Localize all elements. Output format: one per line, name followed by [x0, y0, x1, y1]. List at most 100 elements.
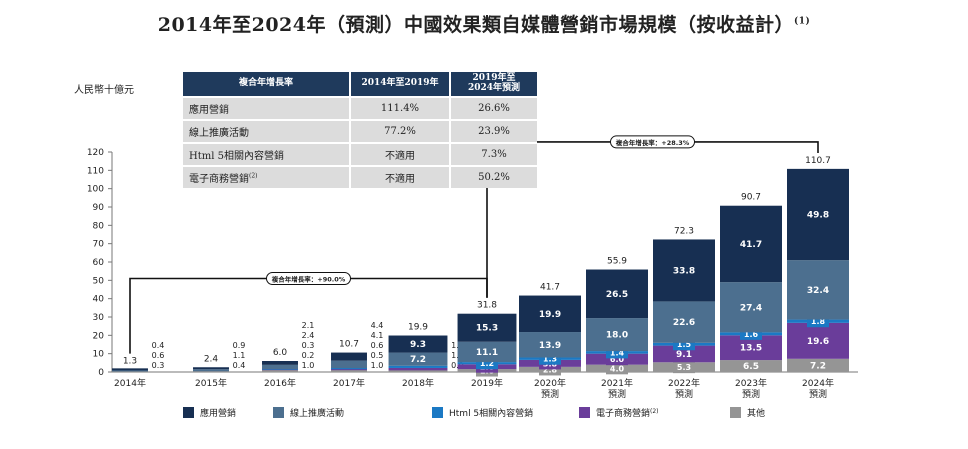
bar-total-label: 110.7 — [805, 156, 831, 166]
bar-segment — [193, 367, 229, 370]
cagr-header-metric: 複合年增長率 — [183, 72, 350, 97]
x-tick-label: 2021年 — [601, 377, 633, 389]
x-tick-label: 2014年 — [114, 377, 146, 389]
cagr-row-label: Html 5相關內容營銷 — [183, 142, 350, 166]
cagr-row-online-campaign: 線上推廣活動 77.2% 23.9% — [183, 119, 537, 143]
bar-segment — [586, 269, 648, 319]
cagr-row-footnote: (2) — [249, 172, 258, 180]
cagr-table-header-row: 複合年增長率 2014年至2019年 2019年至 2024年預測 — [183, 72, 537, 97]
bar-value-label: 1.6 — [744, 330, 759, 339]
bar-value-label: 1.2 — [480, 359, 494, 368]
bar-value-label: 13.9 — [539, 341, 561, 351]
legend-label: 應用營銷 — [200, 407, 236, 419]
legend-label: 其他 — [747, 407, 765, 419]
y-tick-label: 80 — [93, 221, 105, 231]
cagr-bracket-2014-2019-pill — [266, 272, 351, 286]
bar-value-label: 4.1 — [371, 331, 384, 340]
bar-segment — [457, 313, 517, 342]
bar-value-label: 0.9 — [451, 361, 464, 370]
bar-value-label: 19.6 — [807, 337, 829, 347]
bar-value-label: 33.8 — [673, 266, 695, 276]
cagr-row-label: 應用營銷 — [183, 96, 350, 120]
bar-value-label: 1.4 — [610, 348, 625, 357]
bar-value-label: 26.5 — [606, 290, 628, 300]
bar-value-label: 22.6 — [673, 318, 695, 328]
title-footnote: (1) — [793, 16, 811, 27]
bar-value-label: 6.0 — [610, 355, 625, 364]
legend-swatch — [730, 407, 741, 418]
bar-value-label: 0.9 — [233, 341, 246, 350]
cagr-row-label: 線上推廣活動 — [183, 119, 350, 143]
y-tick-label: 40 — [93, 295, 105, 305]
bar-segment — [388, 370, 448, 372]
x-tick-label: 預測 — [675, 388, 693, 400]
bar-value-label: 6.5 — [743, 362, 759, 372]
bar-value-label: 27.4 — [740, 303, 762, 313]
bar-value-label: 0.3 — [152, 361, 165, 370]
x-tick-label: 預測 — [608, 388, 626, 400]
bar-segment — [331, 352, 367, 361]
cagr-table: 複合年增長率 2014年至2019年 2019年至 2024年預測 應用營銷 11… — [183, 72, 537, 188]
bar-segment — [720, 360, 782, 372]
cagr-value-2014-2019: 不適用 — [349, 142, 450, 166]
x-tick-label: 預測 — [742, 388, 760, 400]
cagr-bracket-2014-2019-label: 複合年增長率：+90.0% — [271, 275, 346, 284]
bar-total-label: 1.3 — [123, 357, 137, 367]
x-tick-label: 預測 — [809, 388, 827, 400]
y-tick-label: 50 — [93, 276, 105, 286]
bar-value-label: 13.5 — [740, 344, 762, 354]
bar-value-label: 7.2 — [810, 361, 826, 371]
cagr-row-label-text: 電子商務營銷 — [189, 174, 249, 185]
bar-segment — [262, 361, 298, 365]
bar-segment — [720, 205, 782, 283]
bar-total-label: 31.8 — [477, 301, 497, 311]
cagr-value-2019-2024: 26.6% — [449, 96, 537, 120]
legend-label: Html 5相關內容營銷 — [449, 407, 533, 419]
bar-segment — [262, 370, 298, 372]
bar-total-label: 10.7 — [339, 339, 359, 349]
bar-segment — [787, 358, 849, 372]
x-tick-label: 2019年 — [471, 377, 503, 389]
cagr-bracket-2019-2024-label: 複合年增長率：+28.3% — [615, 138, 690, 147]
bar-segment — [388, 335, 448, 353]
y-tick-label: 110 — [87, 166, 104, 176]
bar-value-label: 49.8 — [807, 211, 829, 221]
bar-value-label: 2.1 — [302, 321, 315, 330]
bar-value-label: 2.8 — [543, 365, 558, 374]
bar-value-badge — [606, 362, 628, 375]
bar-value-label: 1.3 — [543, 355, 557, 364]
bar-segment — [720, 282, 782, 333]
bar-segment — [388, 365, 448, 368]
x-tick-label: 預測 — [541, 388, 559, 400]
bar-value-label: 0.6 — [371, 341, 384, 350]
bar-value-label: 0.2 — [302, 351, 315, 360]
bar-total-label: 41.7 — [540, 283, 560, 293]
bar-value-label: 1.8 — [811, 317, 826, 326]
legend-label: 電子商務營銷(2) — [596, 407, 659, 419]
bar-segment — [586, 318, 648, 352]
cagr-header-2014-2019: 2014年至2019年 — [349, 72, 450, 97]
bar-total-label: 19.9 — [408, 323, 428, 333]
bar-value-label: 18.0 — [606, 331, 628, 341]
bar-value-label: 2.4 — [302, 331, 315, 340]
y-tick-label: 0 — [98, 368, 104, 378]
y-tick-label: 30 — [93, 313, 105, 323]
y-tick-label: 10 — [93, 350, 105, 360]
bar-value-label: 5.3 — [677, 363, 691, 372]
y-axis-title: 人民幣十億元 — [74, 83, 134, 96]
bar-segment — [112, 368, 148, 371]
y-tick-label: 60 — [93, 258, 105, 268]
cagr-bracket-2019-2024-pill — [610, 135, 695, 149]
bar-total-label: 2.4 — [204, 355, 219, 365]
bar-value-label: 32.4 — [807, 286, 829, 296]
bar-segment — [331, 367, 367, 370]
bar-segment — [519, 295, 581, 333]
bar-value-label: 0.6 — [152, 351, 165, 360]
bar-value-label: 0.4 — [233, 361, 246, 370]
cagr-row-ecommerce: 電子商務營銷(2) 不適用 50.2% — [183, 165, 537, 188]
x-tick-label: 2020年 — [534, 377, 566, 389]
bar-value-label: 9.1 — [676, 350, 692, 360]
cagr-header-2019-2024: 2019年至 2024年預測 — [449, 72, 537, 97]
y-tick-label: 70 — [93, 240, 105, 250]
